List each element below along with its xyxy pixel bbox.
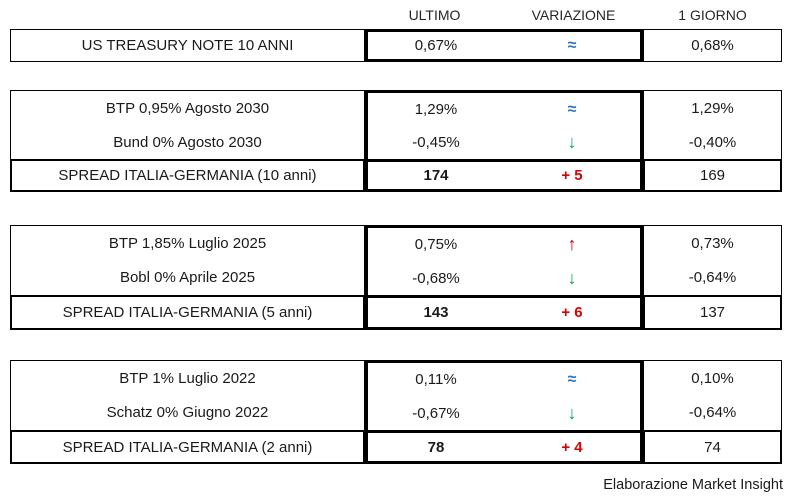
spread-10y-giorno-cell: 169 — [643, 159, 782, 192]
variation-down-icon: ↓ — [567, 402, 577, 423]
bond-label: Bobl 0% Aprile 2025 — [119, 269, 256, 287]
bond-label: BTP 0,95% Agosto 2030 — [105, 99, 270, 117]
ultimo-value: 0,75% — [414, 236, 458, 254]
value-row: -0,67% ↓ — [368, 397, 640, 431]
spread-change-value: + 6 — [561, 304, 583, 321]
variation-flat-icon: ≈ — [567, 36, 577, 54]
us-treasury-label-cell: US TREASURY NOTE 10 ANNI — [10, 29, 365, 62]
pair-2y-labels-cell: BTP 1% Luglio 2022 Schatz 0% Giugno 2022 — [10, 360, 365, 430]
value-row: 0,75% ↑ — [368, 228, 640, 262]
bond-label: US TREASURY NOTE 10 ANNI — [81, 37, 294, 54]
spread-change-value: + 5 — [561, 167, 583, 184]
column-header-1-giorno: 1 GIORNO — [678, 7, 747, 23]
spread-ultimo-value: 78 — [427, 438, 445, 456]
pair-10y-labels-cell: BTP 0,95% Agosto 2030 Bund 0% Agosto 203… — [10, 90, 365, 159]
variation-up-icon: ↑ — [567, 234, 577, 255]
ultimo-value: 0,67% — [414, 37, 458, 54]
giorno-value: -0,64% — [688, 269, 737, 287]
pair-10y-giorno-cell: 1,29% -0,40% — [643, 90, 782, 159]
ultimo-value: 1,29% — [414, 101, 458, 118]
spread-ultimo-value: 143 — [423, 304, 449, 321]
value-row: 174 + 5 — [368, 162, 640, 189]
us-treasury-values-cell: 0,67% ≈ — [365, 29, 643, 62]
ultimo-value: -0,67% — [412, 404, 460, 422]
pair-5y-labels-cell: BTP 1,85% Luglio 2025 Bobl 0% Aprile 202… — [10, 225, 365, 295]
bond-label: BTP 1,85% Luglio 2025 — [108, 234, 267, 252]
value-row: 0,67% ≈ — [368, 32, 640, 59]
giorno-value: -0,40% — [688, 133, 737, 151]
giorno-value: -0,64% — [688, 404, 737, 422]
value-row: -0,45% ↓ — [368, 126, 640, 159]
spread-ultimo-value: 174 — [423, 167, 449, 184]
variation-flat-icon: ≈ — [567, 370, 577, 388]
us-treasury-giorno-cell: 0,68% — [643, 29, 782, 62]
variation-flat-icon: ≈ — [567, 100, 577, 118]
value-row: 1,29% ≈ — [368, 93, 640, 126]
giorno-value: 0,73% — [691, 234, 734, 252]
pair-5y-giorno-cell: 0,73% -0,64% — [643, 225, 782, 295]
column-header-ultimo: ULTIMO — [408, 7, 461, 23]
giorno-value: 0,68% — [691, 37, 734, 54]
giorno-value: 137 — [699, 304, 726, 321]
pair-2y-giorno-cell: 0,10% -0,64% — [643, 360, 782, 430]
bond-label: BTP 1% Luglio 2022 — [119, 369, 256, 387]
bond-label: Schatz 0% Giugno 2022 — [106, 404, 269, 422]
giorno-value: 0,10% — [691, 369, 734, 387]
ultimo-value: 0,11% — [415, 371, 457, 389]
giorno-value: 169 — [699, 167, 726, 184]
value-row: 0,11% ≈ — [368, 363, 640, 397]
variation-down-icon: ↓ — [567, 267, 577, 288]
spread-label: SPREAD ITALIA-GERMANIA (2 anni) — [62, 438, 313, 456]
spread-5y-values-cell: 143 + 6 — [365, 295, 643, 330]
spread-10y-label-cell: SPREAD ITALIA-GERMANIA (10 anni) — [10, 159, 365, 192]
ultimo-value: -0,68% — [412, 269, 460, 287]
pair-10y-values-cell: 1,29% ≈ -0,45% ↓ — [365, 90, 643, 159]
spread-5y-giorno-cell: 137 — [643, 295, 782, 330]
giorno-value: 74 — [704, 438, 721, 456]
value-row: -0,68% ↓ — [368, 262, 640, 296]
ultimo-value: -0,45% — [412, 134, 460, 151]
spread-2y-label-cell: SPREAD ITALIA-GERMANIA (2 anni) — [10, 430, 365, 464]
pair-5y-values-cell: 0,75% ↑ -0,68% ↓ — [365, 225, 643, 295]
source-credit: Elaborazione Market Insight — [603, 477, 783, 493]
bond-label: Bund 0% Agosto 2030 — [113, 133, 262, 151]
spread-2y-values-cell: 78 + 4 — [365, 430, 643, 464]
spread-10y-values-cell: 174 + 5 — [365, 159, 643, 192]
variation-down-icon: ↓ — [567, 132, 577, 152]
spread-change-value: + 4 — [561, 438, 583, 456]
pair-2y-values-cell: 0,11% ≈ -0,67% ↓ — [365, 360, 643, 430]
spread-2y-giorno-cell: 74 — [643, 430, 782, 464]
spread-label: SPREAD ITALIA-GERMANIA (5 anni) — [62, 304, 313, 321]
spread-5y-label-cell: SPREAD ITALIA-GERMANIA (5 anni) — [10, 295, 365, 330]
column-header-variazione: VARIAZIONE — [531, 7, 616, 23]
giorno-value: 1,29% — [691, 99, 734, 117]
spread-label: SPREAD ITALIA-GERMANIA (10 anni) — [58, 167, 317, 184]
value-row: 78 + 4 — [368, 433, 640, 461]
value-row: 143 + 6 — [368, 298, 640, 327]
